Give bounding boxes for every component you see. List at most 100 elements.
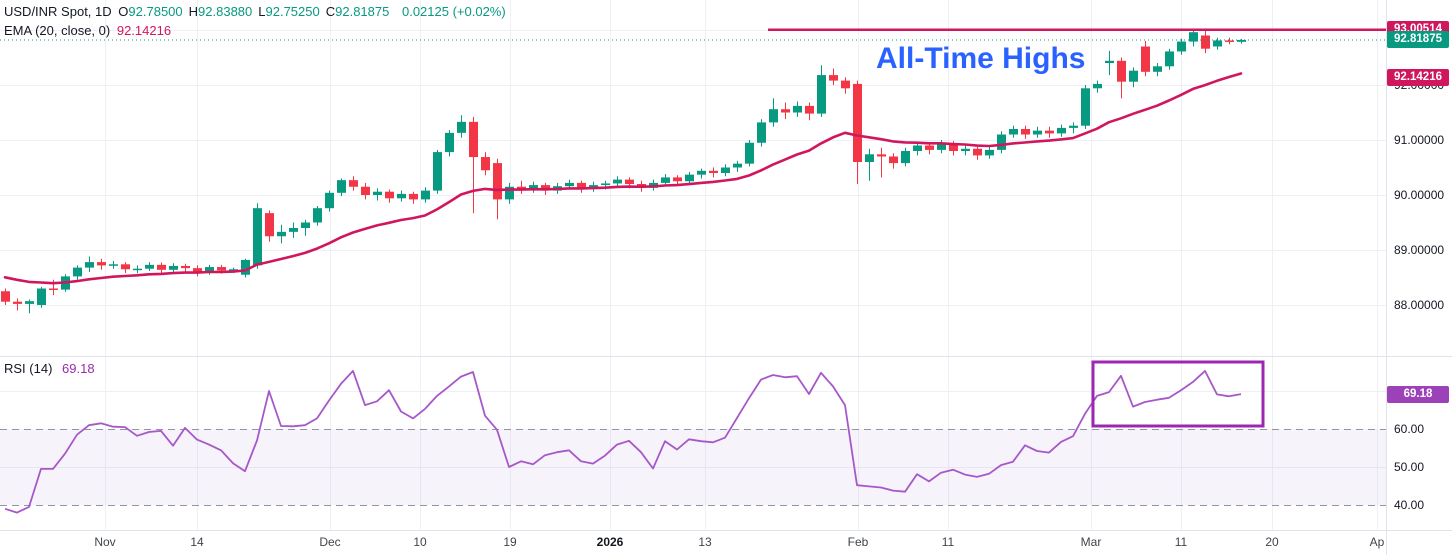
candle-up xyxy=(505,186,514,200)
candle-up xyxy=(937,143,946,150)
time-axis-label: 19 xyxy=(503,535,517,549)
symbol-title[interactable]: USD/INR Spot, 1D xyxy=(4,4,112,19)
candle-down xyxy=(1201,35,1210,49)
candle-up xyxy=(1009,129,1018,135)
ema-label: EMA (20, close, 0) xyxy=(4,23,111,38)
candle-down xyxy=(217,267,226,271)
candle-down xyxy=(361,186,370,195)
candle-up xyxy=(661,177,670,183)
candle-up xyxy=(1177,41,1186,52)
rsi-line xyxy=(4,369,1242,514)
all-time-highs-annotation[interactable]: All-Time Highs xyxy=(876,42,1086,75)
time-axis-label: Nov xyxy=(94,535,116,549)
candle-down xyxy=(49,288,58,290)
time-axis-label: 11 xyxy=(1174,535,1188,549)
candle-up xyxy=(1069,125,1078,128)
candle-down xyxy=(577,182,586,189)
candle-down xyxy=(877,154,886,157)
ema-legend[interactable]: EMA (20, close, 0) 92.14216 xyxy=(4,23,174,38)
candle-down xyxy=(121,264,130,270)
ohlc-pair: C92.81875 xyxy=(325,4,390,19)
rsi-axis-label: 60.00 xyxy=(1394,422,1425,436)
candle-down xyxy=(1021,129,1030,135)
rsi-band xyxy=(0,429,1386,505)
price-axis-label: 90.00000 xyxy=(1394,188,1445,202)
candle-down xyxy=(481,157,490,171)
candle-up xyxy=(325,192,334,209)
candle-down xyxy=(805,105,814,114)
candle-down xyxy=(1,291,10,302)
candle-up xyxy=(241,259,250,275)
candle-up xyxy=(913,145,922,151)
candle-up xyxy=(1213,40,1222,47)
rsi-legend[interactable]: RSI (14) 69.18 xyxy=(4,361,95,376)
candle-up xyxy=(397,193,406,199)
symbol-header: USD/INR Spot, 1D O92.78500 H92.83880 L92.7… xyxy=(4,4,509,19)
candle-up xyxy=(769,109,778,123)
rsi-axis-label: 40.00 xyxy=(1394,498,1425,512)
candle-down xyxy=(673,177,682,182)
candle-up xyxy=(721,167,730,173)
candle-down xyxy=(925,145,934,150)
candle-down xyxy=(781,109,790,113)
candle-up xyxy=(589,185,598,189)
candle-up xyxy=(1237,39,1246,42)
candle-up xyxy=(865,154,874,162)
price-axis-label: 89.00000 xyxy=(1394,243,1445,257)
candle-down xyxy=(1045,130,1054,134)
candle-up xyxy=(37,288,46,305)
rsi-highlight-box[interactable] xyxy=(1091,360,1265,428)
candle-down xyxy=(541,185,550,191)
time-axis-label: 14 xyxy=(190,535,204,549)
candle-up xyxy=(133,268,142,271)
candle-up xyxy=(613,179,622,184)
candle-up xyxy=(373,191,382,195)
candle-up xyxy=(301,222,310,228)
candle-down xyxy=(517,186,526,190)
time-axis-label: 11 xyxy=(941,535,955,549)
candle-up xyxy=(289,228,298,232)
candle-down xyxy=(949,143,958,151)
time-axis-label: 10 xyxy=(413,535,427,549)
candle-down xyxy=(409,193,418,200)
price-axis-label: 91.00000 xyxy=(1394,133,1445,147)
candle-up xyxy=(1033,130,1042,135)
candle-up xyxy=(73,267,82,277)
time-axis-label: Feb xyxy=(847,535,869,549)
ohlc-pair: H92.83880 xyxy=(188,4,253,19)
candle-down xyxy=(493,163,502,200)
candle-down xyxy=(13,301,22,304)
candle-down xyxy=(853,83,862,162)
time-axis-label: Mar xyxy=(1080,535,1102,549)
candle-up xyxy=(109,264,118,266)
candle-down xyxy=(97,262,106,266)
candle-up xyxy=(205,267,214,272)
ema-value: 92.14216 xyxy=(116,23,172,38)
candle-up xyxy=(145,264,154,269)
candle-up xyxy=(733,163,742,168)
rsi-label: RSI (14) xyxy=(4,361,53,376)
candle-up xyxy=(445,132,454,153)
candle-down xyxy=(1117,60,1126,82)
change-value: 0.02125 (+0.02%) xyxy=(401,4,506,19)
candle-up xyxy=(253,208,262,266)
candle-down xyxy=(1141,46,1150,72)
rsi-axis-label: 50.00 xyxy=(1394,460,1425,474)
candle-up xyxy=(757,122,766,143)
candle-down xyxy=(157,264,166,270)
candle-up xyxy=(817,75,826,114)
ema-line xyxy=(3,72,1243,285)
candle-down xyxy=(709,170,718,173)
time-axis-label: 2026 xyxy=(596,535,624,549)
candle-up xyxy=(1081,88,1090,126)
ohlc-pair: L92.75250 xyxy=(258,4,320,19)
candle-up xyxy=(1093,83,1102,89)
candle-up xyxy=(169,265,178,270)
candle-up xyxy=(1129,70,1138,82)
candle-up xyxy=(985,149,994,156)
candle-up xyxy=(697,170,706,175)
candle-down xyxy=(181,265,190,269)
candle-up xyxy=(433,152,442,191)
